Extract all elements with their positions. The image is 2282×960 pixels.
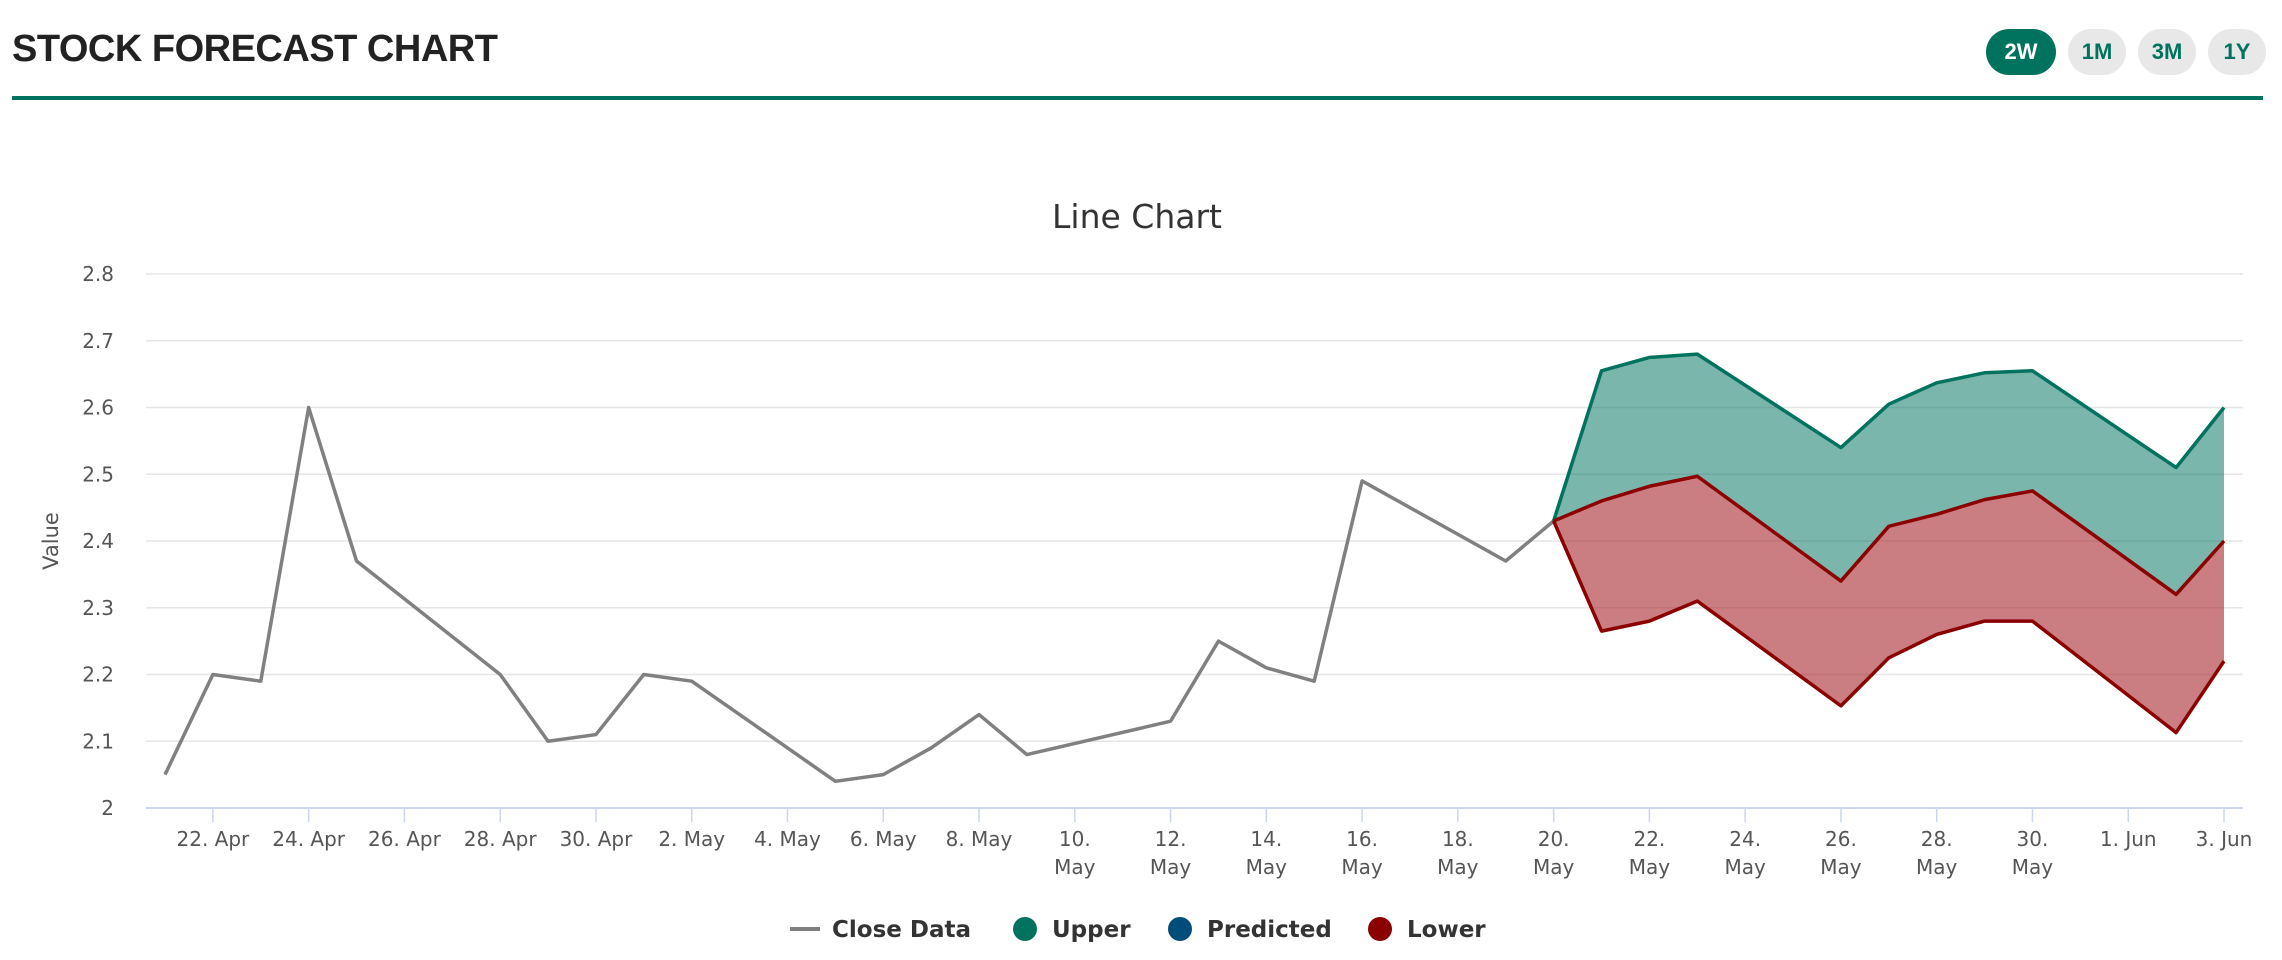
x-tick-label: 12. xyxy=(1155,827,1187,851)
legend-label: Predicted xyxy=(1207,917,1332,943)
range-2w-button[interactable]: 2W xyxy=(1986,29,2056,75)
x-tick-label: 26. Apr xyxy=(368,827,442,851)
x-tick-label: May xyxy=(1437,855,1479,879)
x-tick-label: May xyxy=(1341,855,1383,879)
x-tick-label: May xyxy=(1054,855,1096,879)
header-divider xyxy=(12,96,2263,100)
legend-label: Close Data xyxy=(832,917,971,943)
range-3m-button[interactable]: 3M xyxy=(2138,29,2196,75)
x-tick-label: May xyxy=(1629,855,1671,879)
range-1m-button[interactable]: 1M xyxy=(2068,29,2126,75)
x-tick-label: May xyxy=(2012,855,2054,879)
close-data-line xyxy=(163,405,1555,784)
x-tick-label: 20. xyxy=(1538,827,1570,851)
x-tick-label: 30. Apr xyxy=(560,827,634,851)
x-tick-label: May xyxy=(1820,855,1862,879)
x-tick-label: 22. xyxy=(1633,827,1665,851)
x-tick-label: 26. xyxy=(1825,827,1857,851)
y-tick-label: 2 xyxy=(101,796,114,820)
chart-title: Line Chart xyxy=(1052,197,1222,236)
x-tick-label: May xyxy=(1246,855,1288,879)
range-1y-button[interactable]: 1Y xyxy=(2208,29,2266,75)
page-title: STOCK FORECAST CHART xyxy=(12,28,498,70)
x-tick-label: 2. May xyxy=(658,827,725,851)
y-tick-label: 2.1 xyxy=(82,729,114,753)
x-tick-label: 4. May xyxy=(754,827,821,851)
legend-label: Upper xyxy=(1052,917,1131,943)
x-tick-label: May xyxy=(1150,855,1192,879)
legend-item-lower[interactable]: Lower xyxy=(1368,917,1486,943)
x-tick-label: May xyxy=(1724,855,1766,879)
x-tick-label: 14. xyxy=(1250,827,1282,851)
y-axis-title: Value xyxy=(39,512,63,570)
x-tick-label: 30. xyxy=(2017,827,2049,851)
x-tick-label: 24. xyxy=(1729,827,1761,851)
lower-band-area xyxy=(1553,476,2224,733)
lower-line xyxy=(1552,520,2226,735)
x-tick-label: 24. Apr xyxy=(272,827,346,851)
y-tick-label: 2.5 xyxy=(82,462,114,486)
legend-circle-icon xyxy=(1168,917,1192,941)
y-tick-label: 2.4 xyxy=(82,529,114,553)
x-tick-label: 18. xyxy=(1442,827,1474,851)
x-tick-label: 16. xyxy=(1346,827,1378,851)
x-tick-label: 10. xyxy=(1059,827,1091,851)
upper-band-area xyxy=(1553,354,2224,595)
x-tick-label: 6. May xyxy=(850,827,917,851)
x-tick-label: 1. Jun xyxy=(2100,827,2157,851)
y-tick-label: 2.2 xyxy=(82,663,114,687)
legend-item-predicted[interactable]: Predicted xyxy=(1168,917,1332,943)
x-tick-label: May xyxy=(1916,855,1958,879)
x-tick-label: 22. Apr xyxy=(177,827,251,851)
x-tick-label: 3. Jun xyxy=(2196,827,2253,851)
upper-line xyxy=(1551,352,2226,522)
x-tick-label: May xyxy=(1533,855,1575,879)
y-tick-label: 2.6 xyxy=(82,396,114,420)
legend-item-close[interactable]: Close Data xyxy=(790,917,971,943)
x-tick-label: 28. xyxy=(1921,827,1953,851)
legend-label: Lower xyxy=(1407,917,1486,943)
predicted-line xyxy=(1552,474,2226,597)
range-selector: 2W 1M 3M 1Y xyxy=(1986,29,2266,75)
x-tick-label: 8. May xyxy=(946,827,1013,851)
legend-circle-icon xyxy=(1013,917,1037,941)
x-tick-label: 28. Apr xyxy=(464,827,538,851)
y-tick-label: 2.3 xyxy=(82,596,114,620)
y-tick-label: 2.7 xyxy=(82,329,114,353)
y-tick-label: 2.8 xyxy=(82,262,114,286)
legend-circle-icon xyxy=(1368,917,1392,941)
legend-item-upper[interactable]: Upper xyxy=(1013,917,1131,943)
